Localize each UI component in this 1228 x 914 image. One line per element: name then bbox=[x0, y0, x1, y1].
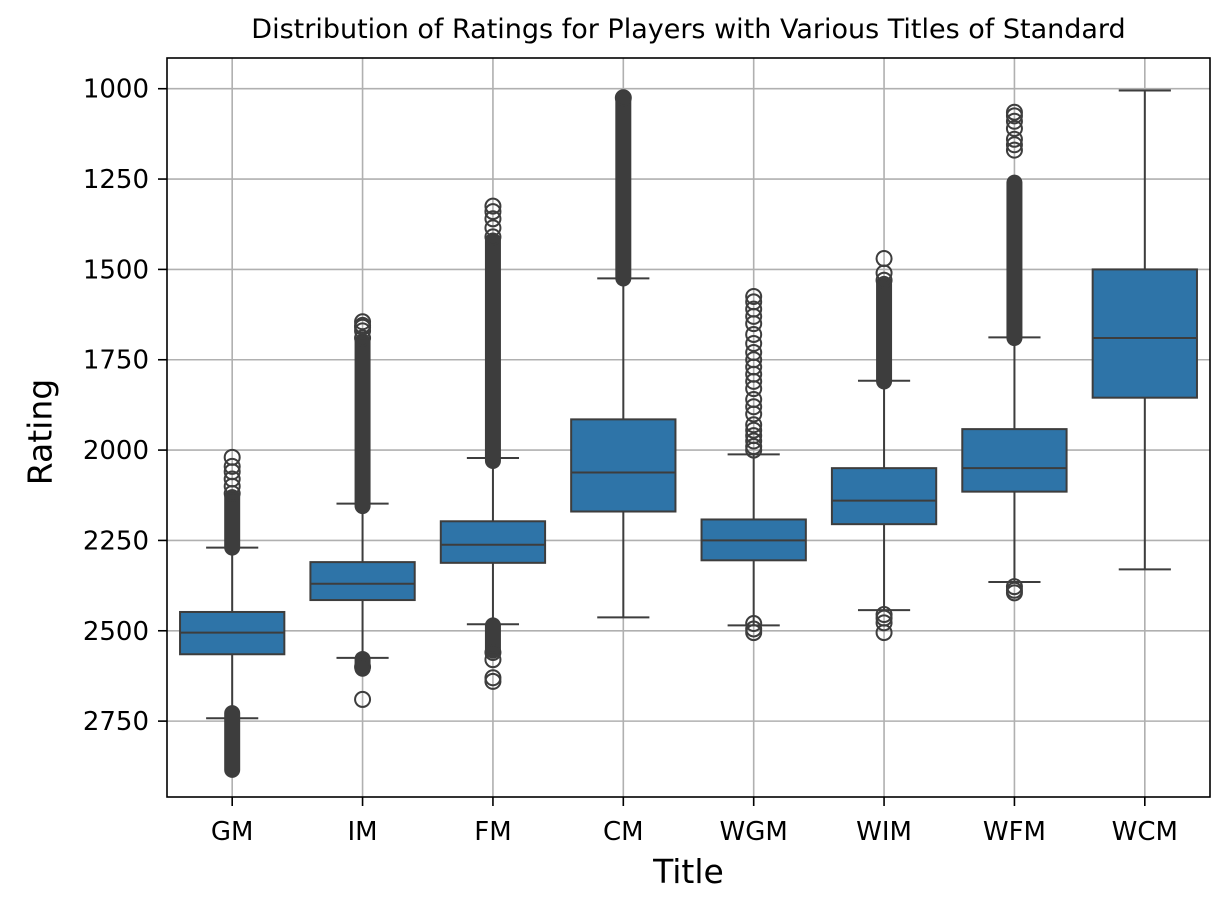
outlier-cluster bbox=[1006, 174, 1023, 347]
x-tick-label: WCM bbox=[1112, 817, 1178, 847]
outlier-point bbox=[745, 288, 763, 306]
x-tick-label: WGM bbox=[720, 817, 788, 847]
outlier-point bbox=[223, 477, 241, 495]
outlier-cluster bbox=[876, 275, 893, 390]
outlier-point bbox=[745, 315, 763, 333]
outlier-point bbox=[1005, 141, 1023, 159]
outlier-point bbox=[354, 690, 372, 708]
outlier-point bbox=[484, 210, 502, 228]
box-wgm bbox=[700, 288, 807, 642]
x-tick-label: CM bbox=[603, 817, 644, 847]
x-tick-label: IM bbox=[348, 817, 378, 847]
iqr-box bbox=[1091, 268, 1198, 399]
outlier-cluster bbox=[615, 89, 632, 287]
plot-frame bbox=[166, 57, 1211, 798]
outlier-point bbox=[745, 421, 763, 439]
iqr-box bbox=[830, 467, 938, 526]
outlier-point bbox=[484, 219, 502, 237]
y-tick-label: 1750 bbox=[83, 346, 149, 376]
outlier-point bbox=[354, 658, 372, 676]
outlier-point bbox=[484, 672, 502, 690]
y-tick-label: 2250 bbox=[83, 526, 149, 556]
outlier-point bbox=[1005, 112, 1023, 130]
outlier-cluster bbox=[354, 650, 371, 677]
y-tick-label: 2500 bbox=[83, 617, 149, 647]
outlier-point bbox=[745, 432, 763, 450]
outlier-point bbox=[614, 89, 632, 107]
outlier-point bbox=[875, 271, 893, 289]
x-tick-label: WIM bbox=[856, 817, 912, 847]
outlier-point bbox=[484, 643, 502, 661]
x-tick-label: WFM bbox=[983, 817, 1046, 847]
x-axis-ticks: GM IM FM CM WGM WIM WFM WCM bbox=[211, 797, 1178, 847]
y-tick-label: 2000 bbox=[83, 436, 149, 466]
outlier-point bbox=[223, 457, 241, 475]
outlier-point bbox=[875, 624, 893, 642]
outlier-point bbox=[484, 651, 502, 669]
outlier-point bbox=[1005, 584, 1023, 602]
iqr-box bbox=[309, 561, 416, 602]
box-gm bbox=[179, 448, 286, 778]
outlier-point bbox=[745, 624, 763, 642]
outlier-point bbox=[484, 203, 502, 221]
outlier-cluster bbox=[224, 705, 241, 778]
box-wfm bbox=[961, 103, 1068, 602]
outlier-point bbox=[1005, 136, 1023, 154]
y-tick-label: 1250 bbox=[83, 165, 149, 195]
outlier-point bbox=[484, 197, 502, 215]
outlier-point bbox=[745, 398, 763, 416]
outlier-cluster bbox=[224, 489, 241, 556]
outlier-point bbox=[745, 441, 763, 459]
outlier-point bbox=[745, 372, 763, 390]
box-cm bbox=[570, 89, 677, 619]
box-wcm bbox=[1091, 89, 1198, 571]
iqr-box bbox=[961, 428, 1068, 493]
outlier-cluster bbox=[484, 617, 501, 659]
iqr-box bbox=[439, 520, 547, 564]
iqr-box bbox=[570, 418, 677, 513]
x-tick-label: GM bbox=[211, 817, 254, 847]
outlier-point bbox=[745, 405, 763, 423]
outlier-point bbox=[484, 228, 502, 246]
outlier-cluster bbox=[354, 333, 371, 515]
chart-title: Distribution of Ratings for Players with… bbox=[251, 14, 1126, 45]
outlier-point bbox=[354, 329, 372, 347]
box-fm bbox=[439, 197, 547, 690]
outlier-point bbox=[223, 484, 241, 502]
y-tick-label: 1500 bbox=[83, 255, 149, 285]
y-axis-ticks: 1000 1250 1500 1750 2000 2250 2500 2750 bbox=[83, 75, 167, 737]
outlier-point bbox=[745, 325, 763, 343]
outlier-point bbox=[745, 334, 763, 352]
outlier-point bbox=[745, 380, 763, 398]
y-tick-label: 1000 bbox=[83, 75, 149, 105]
box-wim bbox=[830, 250, 938, 642]
outlier-point bbox=[1005, 107, 1023, 125]
outlier-point bbox=[1005, 119, 1023, 137]
outlier-point bbox=[354, 322, 372, 340]
x-tick-label: FM bbox=[474, 817, 511, 847]
box-im bbox=[309, 313, 416, 708]
y-tick-label: 2750 bbox=[83, 707, 149, 737]
outlier-point bbox=[745, 307, 763, 325]
outlier-cluster bbox=[484, 232, 501, 469]
outlier-point bbox=[745, 615, 763, 633]
outlier-point bbox=[875, 614, 893, 632]
outlier-point bbox=[745, 416, 763, 434]
x-axis-label: Title bbox=[653, 852, 724, 891]
box-plot-series bbox=[179, 89, 1198, 778]
grid-lines bbox=[167, 58, 1210, 797]
outlier-point bbox=[875, 264, 893, 282]
outlier-point bbox=[1005, 130, 1023, 148]
